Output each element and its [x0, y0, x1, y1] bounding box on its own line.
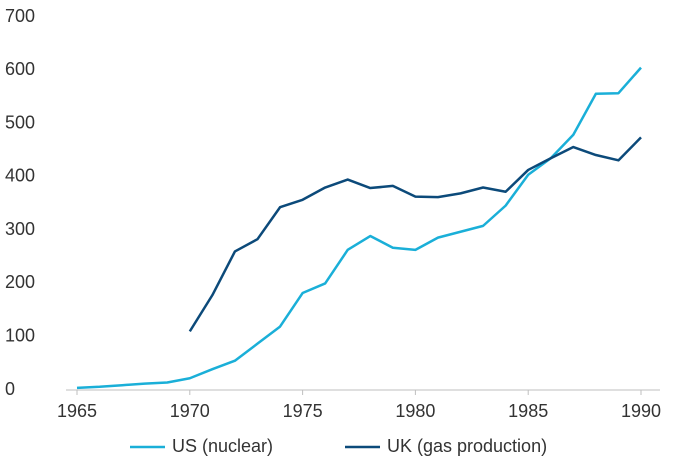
y-tick-label: 100: [5, 325, 35, 345]
y-tick-label: 400: [5, 166, 35, 186]
line-series: [76, 66, 642, 390]
line-series: [188, 136, 642, 333]
x-tick-label: 1980: [395, 401, 435, 421]
y-tick-label: 600: [5, 59, 35, 79]
x-tick-label: 1970: [170, 401, 210, 421]
x-tick-label: 1965: [57, 401, 97, 421]
y-tick-label: 300: [5, 219, 35, 239]
y-tick-label: 0: [5, 379, 15, 399]
x-tick-label: 1975: [283, 401, 323, 421]
legend-label: US (nuclear): [172, 436, 273, 456]
y-tick-label: 700: [5, 6, 35, 26]
x-tick-label: 1985: [508, 401, 548, 421]
y-tick-label: 200: [5, 272, 35, 292]
y-tick-label: 500: [5, 112, 35, 132]
x-tick-label: 1990: [621, 401, 661, 421]
legend-label: UK (gas production): [387, 436, 547, 456]
